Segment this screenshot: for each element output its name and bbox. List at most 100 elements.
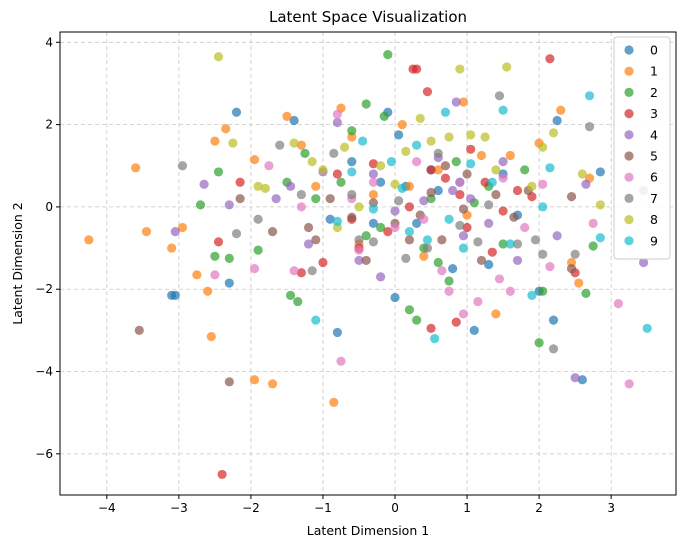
data-point [466,130,476,140]
data-point [595,167,605,177]
data-point [433,257,443,268]
y-tick-label: −2 [35,282,53,296]
data-point [444,286,454,296]
data-point [426,323,436,333]
data-point [361,255,371,266]
data-point [426,165,436,175]
data-point [296,202,306,212]
data-point [466,159,476,169]
data-point [325,214,335,224]
data-point [368,169,379,179]
data-point [473,237,483,247]
x-tick-label: 2 [535,501,543,515]
data-point [318,165,328,175]
data-point [332,117,342,128]
y-tick-label: 4 [45,35,53,49]
data-point [466,144,476,154]
data-point [588,241,598,251]
data-point [491,309,501,319]
data-point [458,231,469,241]
data-point [228,138,238,148]
data-point [264,161,274,171]
data-point [296,189,306,200]
data-point [462,169,472,179]
data-point [448,185,458,196]
data-point [318,257,328,268]
data-point [397,183,407,193]
data-point [548,128,559,138]
data-point [545,54,555,64]
data-point [476,150,487,161]
data-point [512,239,523,249]
data-point [354,235,364,245]
data-point [390,222,400,233]
data-point [505,286,515,296]
legend-marker [624,66,634,76]
data-point [556,105,566,115]
data-point [588,218,598,228]
data-point [249,154,260,165]
data-point [491,165,501,175]
data-point [303,222,314,233]
data-point [394,196,404,206]
data-point [368,189,379,200]
data-point [458,97,469,107]
series-7 [177,91,595,354]
data-point [538,179,548,189]
data-point [415,113,425,124]
data-point [458,204,469,214]
data-point [293,296,303,307]
data-point [368,159,379,169]
data-point [577,169,587,179]
data-point [448,264,458,274]
data-point [394,130,404,140]
data-point [419,251,429,261]
data-point [213,52,224,62]
data-point [177,222,188,233]
data-point [249,375,260,385]
data-point [224,200,234,210]
data-point [376,161,386,171]
data-point [397,120,407,130]
data-point [311,235,321,245]
x-axis-label: Latent Dimension 1 [307,523,429,538]
data-point [332,169,342,179]
data-point [332,109,342,119]
data-point [566,264,577,274]
data-point [368,237,379,247]
legend-label: 8 [650,212,658,227]
data-point [404,305,415,315]
data-point [289,266,299,276]
data-point [275,140,285,150]
data-point [296,140,306,150]
data-point [224,377,234,387]
data-point [548,315,559,325]
data-point [199,179,209,189]
data-point [545,261,555,272]
data-point [383,227,393,237]
data-point [368,177,379,187]
data-point [390,179,400,189]
data-point [404,202,415,212]
y-tick-label: 2 [45,118,53,132]
data-point [354,245,364,255]
data-point [509,212,519,222]
data-point [433,148,443,159]
data-point [357,136,368,146]
data-point [383,50,393,60]
data-point [638,257,649,268]
data-point [584,122,595,132]
data-point [195,200,206,210]
data-point [444,132,454,142]
data-point [530,235,541,245]
data-point [217,469,227,480]
data-point [552,231,562,241]
data-point [296,268,306,278]
data-point [469,325,479,335]
data-point [466,194,476,204]
data-point [455,189,465,200]
data-point [285,181,296,191]
legend-label: 0 [650,43,658,58]
data-point [336,177,346,187]
data-point [433,185,443,196]
